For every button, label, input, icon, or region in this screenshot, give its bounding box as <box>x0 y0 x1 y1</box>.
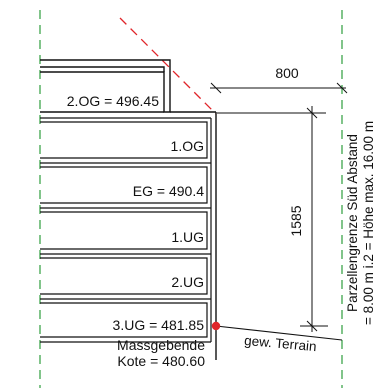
floor-label-2ug: 2.UG <box>171 274 204 290</box>
height-slope-line <box>119 17 217 115</box>
floor-2og-outline <box>40 66 165 72</box>
dim-vertical-tick-top <box>306 107 318 119</box>
boundary-label-line1: Parzellengrenze Süd Abstand <box>345 134 360 312</box>
floor-label-eg: EG = 490.4 <box>133 183 204 199</box>
floor-3ug-slab <box>40 298 211 338</box>
floor-eg-slab <box>40 162 211 204</box>
massgebende-label: Massgebende <box>117 337 205 353</box>
floor-1ug-slab <box>40 207 211 250</box>
floor-label-1og: 1.OG <box>171 138 204 154</box>
reference-point <box>211 321 221 331</box>
kote-label: Kote = 480.60 <box>117 353 205 369</box>
boundary-label-line2: = 8.00 m i.2 = Höhe max. 16.00 m <box>361 121 376 325</box>
dim-horizontal-label: 800 <box>275 65 299 81</box>
dim-horizontal-tick-right <box>336 82 348 94</box>
dim-vertical-tick-bottom <box>306 320 318 332</box>
terrain-label: gew. Terrain <box>244 333 318 354</box>
floor-label-1ug: 1.UG <box>171 229 204 245</box>
floor-1og-slab <box>40 117 211 159</box>
floor-2og-outline-outer <box>40 59 171 113</box>
floor-label-2og: 2.OG = 496.45 <box>67 93 159 109</box>
terrain-line <box>215 325 343 341</box>
floor-2ug-slab <box>40 253 211 295</box>
dim-horizontal-tick-left <box>210 82 222 94</box>
dim-vertical-label: 1585 <box>288 205 304 236</box>
floor-label-3ug: 3.UG = 481.85 <box>113 317 205 333</box>
